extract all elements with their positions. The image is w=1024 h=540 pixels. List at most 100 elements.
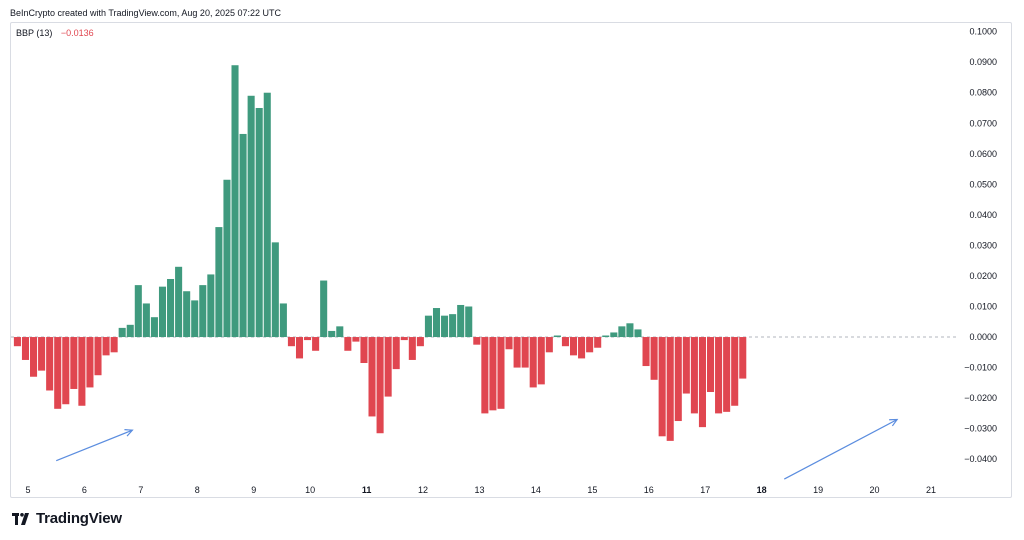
x-tick-label: 6 [82,485,87,495]
histogram-bar [223,179,231,338]
histogram-bar [739,337,747,379]
histogram-bar [295,337,304,359]
histogram-bar [287,337,295,347]
histogram-bar [126,324,134,338]
histogram-bar [424,315,432,338]
histogram-bar [215,227,223,338]
histogram-bar [392,337,400,370]
histogram-bar [481,337,489,414]
indicator-name: BBP (13) [16,28,53,38]
trend-arrow-head [124,429,134,437]
y-tick-label: 0.0200 [969,271,997,281]
indicator-legend[interactable]: BBP (13) −0.0136 [16,28,94,38]
histogram-bar [30,337,38,377]
x-tick-label: 16 [644,485,654,495]
trend-arrow [783,418,898,480]
histogram-bar [191,300,199,338]
histogram-bar [457,304,465,338]
y-tick-label: 0.0700 [969,118,997,128]
y-tick-label: 0.0300 [969,240,997,250]
histogram-bar [723,337,731,412]
time-axis: 5 6 7 8 9 10 11 12 13 14 15 16 17 18 19 20 21 [25,485,936,495]
histogram-bar [650,337,658,380]
y-tick-label: −0.0400 [964,454,997,464]
histogram-bar [199,285,207,338]
histogram-bar [158,286,167,338]
arrows-layer [55,418,899,480]
histogram-bar [150,317,158,338]
x-tick-label: 12 [418,485,428,495]
histogram-bar [102,337,110,356]
x-tick-label: 11 [362,485,372,495]
y-tick-label: −0.0100 [964,363,997,373]
histogram-bar [706,337,715,393]
histogram-bar [642,337,650,367]
histogram-bar [167,279,175,338]
histogram-bar [666,337,674,441]
histogram-bar [537,337,545,385]
histogram-bar [497,337,505,409]
x-tick-label: 19 [813,485,823,495]
histogram-bar [54,337,62,409]
histogram-bar [78,337,86,406]
histogram-bar [86,337,94,388]
x-tick-label: 10 [305,485,315,495]
histogram-bar [134,285,142,338]
x-tick-label: 8 [195,485,200,495]
histogram-bar [175,266,183,338]
histogram-bar [569,337,578,356]
histogram-bar [674,337,682,422]
histogram-bar [610,332,618,338]
histogram-bar [231,65,239,338]
trend-arrow-head [889,418,899,427]
y-tick-label: 0.0500 [969,179,997,189]
y-tick-label: 0.0000 [969,332,997,342]
histogram-bar [368,337,376,417]
trend-arrow [55,429,133,462]
y-tick-label: 0.0800 [969,88,997,98]
tradingview-logo[interactable]: TradingView [12,510,122,527]
histogram-bar [376,337,384,434]
histogram-bar [110,337,118,353]
histogram-bar [489,337,497,411]
histogram-bar [312,337,320,351]
histogram-bar [255,107,263,338]
histogram-bar [304,337,312,341]
histogram-bar [360,337,368,363]
histogram-bar [46,337,54,391]
histogram-bar [658,337,666,437]
histogram-bar [271,242,279,338]
bars-layer [11,65,958,441]
histogram-bar [473,337,481,345]
histogram-bar [441,315,449,338]
histogram-bar [465,306,473,338]
histogram-bar [626,323,634,338]
histogram-bar [118,327,126,338]
histogram-bar [682,337,690,394]
x-tick-label: 21 [926,485,936,495]
histogram-bar [553,335,561,338]
y-tick-label: −0.0300 [964,424,997,434]
tradingview-logo-icon [12,512,29,525]
bbp-histogram-chart[interactable]: 0.1000 0.0900 0.0800 0.0700 0.0600 0.0500 0.04… [0,0,1024,500]
histogram-bar [142,303,150,338]
histogram-bar [384,337,392,397]
histogram-bar [594,337,602,348]
histogram-bar [586,337,594,353]
histogram-bar [715,337,723,414]
histogram-bar [578,337,586,359]
chart-frame [10,22,1012,498]
histogram-bar [320,280,328,338]
histogram-bar [416,337,424,347]
histogram-bar [207,274,215,338]
histogram-bar [328,330,336,338]
histogram-bar [521,337,529,368]
histogram-bar [505,337,513,350]
histogram-bar [336,326,344,338]
histogram-bar [432,308,441,338]
histogram-bar [545,337,553,353]
histogram-bar [690,337,698,414]
chart-header: BeInCrypto created with TradingView.com,… [10,8,281,18]
x-tick-label: 9 [251,485,256,495]
histogram-bar [602,335,610,338]
